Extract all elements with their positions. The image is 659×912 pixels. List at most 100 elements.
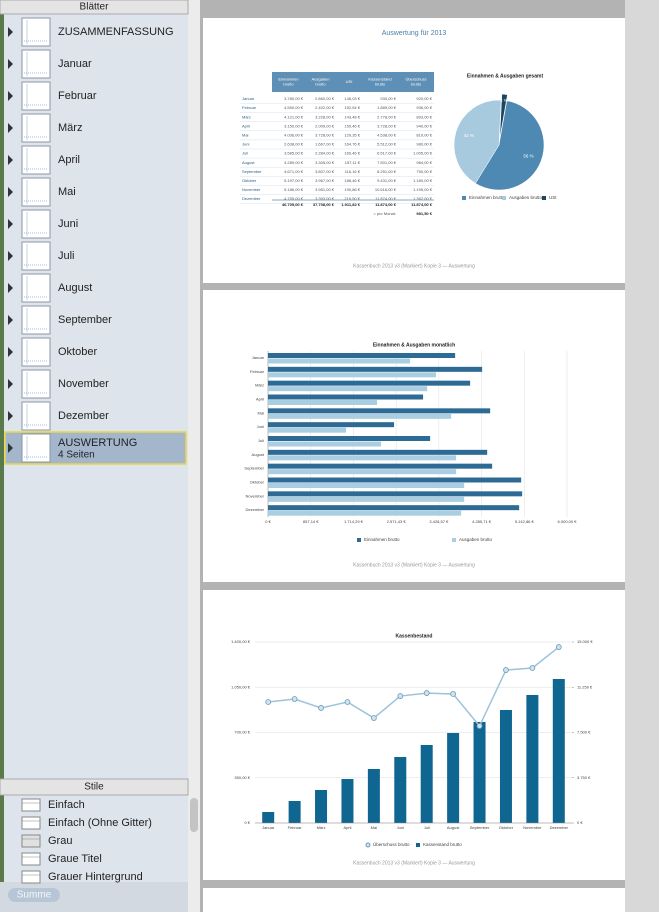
bar <box>268 386 428 392</box>
sheet-name[interactable]: Januar <box>58 58 92 70</box>
table-cell: 4.550,00 € <box>284 105 304 110</box>
table-cell: 4.036,00 € <box>284 132 304 137</box>
style-icon <box>21 834 41 848</box>
sheet-subtitle[interactable]: 4 Seiten <box>58 450 95 461</box>
sheet-icon <box>21 145 51 175</box>
sheet-name[interactable]: März <box>58 122 82 134</box>
y-tick-label: November <box>246 493 265 498</box>
bar <box>268 441 382 447</box>
gutter <box>188 0 200 912</box>
legend-marker <box>365 842 371 848</box>
bar <box>268 436 431 441</box>
disclosure-triangle[interactable] <box>8 379 13 389</box>
table-cell: 1.195,00 € <box>413 187 433 192</box>
y-tick-label: Mai <box>258 410 265 415</box>
sheet-name[interactable]: November <box>58 378 109 390</box>
y-tick-label: 350,00 € <box>234 775 250 780</box>
legend-label: Einnahmen brutto <box>469 195 505 200</box>
sidebar-title: Blätter <box>80 2 110 13</box>
y2-tick-label: 0 € <box>577 820 583 825</box>
chart-title: Kassenbestand <box>396 633 433 639</box>
disclosure-triangle[interactable] <box>8 219 13 229</box>
bar <box>268 380 471 386</box>
legend-label: Überschuss brutto <box>373 841 410 847</box>
sheet-name[interactable]: September <box>58 314 112 326</box>
sheet-icon <box>21 113 51 143</box>
disclosure-triangle[interactable] <box>8 155 13 165</box>
disclosure-triangle[interactable] <box>8 91 13 101</box>
legend-swatch <box>357 538 361 542</box>
row-label: April <box>242 123 250 128</box>
disclosure-triangle[interactable] <box>8 443 13 453</box>
y-tick-label: Juni <box>257 424 264 429</box>
style-name[interactable]: Einfach <box>48 799 85 811</box>
table-cell: 980,00 € <box>416 142 432 147</box>
legend-swatch <box>452 538 456 542</box>
table-cell: 4.671,00 € <box>284 169 304 174</box>
disclosure-triangle[interactable] <box>8 59 13 69</box>
line-marker <box>397 693 404 699</box>
bar <box>268 366 483 372</box>
sheet-name[interactable]: Februar <box>58 90 97 102</box>
table-cell: 152,54 € <box>344 105 360 110</box>
sheet-name[interactable]: April <box>58 154 80 166</box>
sheet-icon <box>21 433 51 463</box>
disclosure-triangle[interactable] <box>8 283 13 293</box>
table-cell: 164,76 € <box>344 142 360 147</box>
slice-label: 56 % <box>523 153 533 158</box>
bar <box>268 449 488 455</box>
sum-button[interactable] <box>8 888 60 902</box>
table-cell: 3.807,00 € <box>315 169 335 174</box>
table-cell: 1.180,00 € <box>413 178 433 183</box>
y-tick-label: September <box>244 466 264 471</box>
sum-button-label[interactable]: Summe <box>17 890 52 901</box>
row-label: November <box>242 187 261 192</box>
disclosure-triangle[interactable] <box>8 251 13 261</box>
disclosure-triangle[interactable] <box>8 411 13 421</box>
sheet-name[interactable]: ZUSAMMENFASSUNG <box>58 26 174 38</box>
sheet-name[interactable]: Juli <box>58 250 75 262</box>
table-header <box>272 72 434 92</box>
legend-swatch <box>416 843 420 847</box>
row-label: Juni <box>242 142 249 147</box>
bar <box>268 427 347 433</box>
table-cell: 9.431,00 € <box>377 178 397 183</box>
sheet-name[interactable]: Dezember <box>58 410 109 422</box>
chart-title: Einnahmen & Ausgaben gesamt <box>467 73 544 79</box>
x-tick-label: Juli <box>424 825 430 830</box>
bar <box>268 372 437 378</box>
disclosure-triangle[interactable] <box>8 187 13 197</box>
bar <box>268 422 395 428</box>
row-label: Februar <box>242 105 257 110</box>
line <box>268 646 560 728</box>
disclosure-triangle[interactable] <box>8 347 13 357</box>
sheet-name[interactable]: AUSWERTUNG <box>58 437 137 449</box>
column-header: Überschuss <box>405 77 426 82</box>
styles-header <box>0 778 189 796</box>
sheet-name[interactable]: Juni <box>58 218 78 230</box>
disclosure-triangle[interactable] <box>8 315 13 325</box>
style-name[interactable]: Grauer Hintergrund <box>48 871 143 883</box>
line-marker <box>370 715 377 721</box>
style-name[interactable]: Grau <box>48 835 72 847</box>
x-tick-label: September <box>470 825 490 830</box>
disclosure-triangle[interactable] <box>8 123 13 133</box>
sheet-name[interactable]: Oktober <box>58 346 97 358</box>
style-name[interactable]: Graue Titel <box>48 853 102 865</box>
table-cell: 893,00 € <box>416 114 432 119</box>
style-name[interactable]: Einfach (Ohne Gitter) <box>48 817 152 829</box>
table-cell: 2.402,00 € <box>315 105 335 110</box>
slice-label: 2 % <box>500 98 508 103</box>
sheet-name[interactable]: Mai <box>58 186 76 198</box>
x-tick-label: 857,14 € <box>303 519 319 524</box>
style-icon <box>21 798 41 812</box>
styles-scrollbar[interactable] <box>190 798 198 832</box>
legend-swatch <box>462 196 466 200</box>
y-tick-label: März <box>255 383 264 388</box>
table-cell: 186,46 € <box>344 178 360 183</box>
bar <box>268 463 493 469</box>
table-cell: 3.951,00 € <box>315 187 335 192</box>
disclosure-triangle[interactable] <box>8 27 13 37</box>
sheet-name[interactable]: August <box>58 282 92 294</box>
